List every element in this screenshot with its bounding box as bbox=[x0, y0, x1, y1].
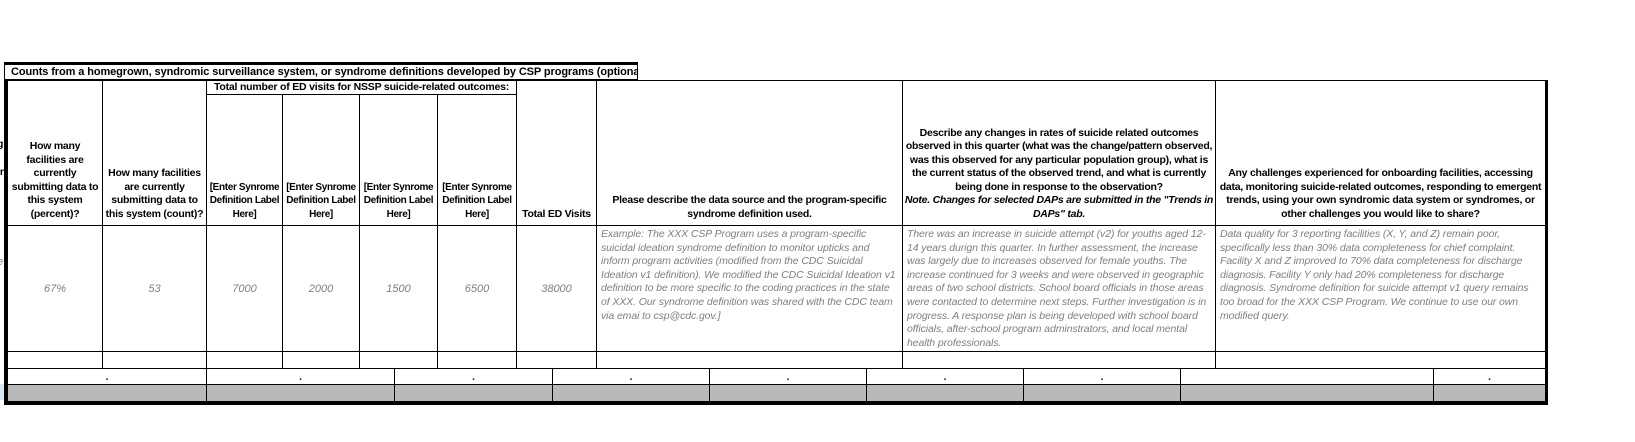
header-facilities-count[interactable]: How many facilities are currently submit… bbox=[103, 81, 207, 226]
gray-cell[interactable] bbox=[395, 385, 553, 401]
cell-syndrome-3-count[interactable]: 1500 bbox=[360, 226, 438, 352]
dot-cell[interactable]: . bbox=[553, 369, 710, 385]
cell-syndrome-1-count[interactable]: 7000 bbox=[207, 226, 283, 352]
dot-cell[interactable]: . bbox=[1024, 369, 1181, 385]
gray-cell[interactable] bbox=[553, 385, 710, 401]
header-syndrome-4[interactable]: [Enter Synrome Definition Label Here] bbox=[438, 95, 517, 226]
gray-cell[interactable] bbox=[1181, 385, 1434, 401]
dot-cell[interactable]: . bbox=[867, 369, 1024, 385]
dot-cell[interactable]: . bbox=[8, 369, 207, 385]
cell-changes-example[interactable]: There was an increase in suicide attempt… bbox=[903, 226, 1216, 352]
gray-cell[interactable] bbox=[710, 385, 867, 401]
header-total-ed-visits[interactable]: Total ED Visits bbox=[517, 81, 597, 226]
cell-data-source-example[interactable]: Example: The XXX CSP Program uses a prog… bbox=[597, 226, 903, 352]
dot-row: . . . . . . . . bbox=[8, 369, 1545, 385]
dot-cell[interactable]: . bbox=[710, 369, 867, 385]
cell-facilities-count[interactable]: 53 bbox=[103, 226, 207, 352]
header-data-source[interactable]: Please describe the data source and the … bbox=[597, 81, 903, 226]
spacer-row bbox=[8, 352, 1545, 369]
header-row: How many facilities are currently submit… bbox=[8, 81, 1545, 226]
cell-facilities-percent[interactable]: 67% bbox=[8, 226, 103, 352]
gray-cell[interactable] bbox=[1024, 385, 1181, 401]
section-banner-cell[interactable]: Counts from a homegrown, syndromic surve… bbox=[4, 62, 638, 81]
gray-cell[interactable] bbox=[867, 385, 1024, 401]
header-changes[interactable]: Describe any changes in rates of suicide… bbox=[903, 81, 1216, 226]
header-facilities-percent[interactable]: How many facilities are currently submit… bbox=[8, 81, 103, 226]
header-syndrome-1[interactable]: [Enter Synrome Definition Label Here] bbox=[207, 95, 283, 226]
header-challenges[interactable]: Any challenges experienced for onboardin… bbox=[1216, 81, 1545, 226]
cell-syndrome-2-count[interactable]: 2000 bbox=[283, 226, 360, 352]
spacer-cell[interactable] bbox=[517, 352, 597, 369]
spacer-cell[interactable] bbox=[103, 352, 207, 369]
header-changes-note: Note. Changes for selected DAPs are subm… bbox=[904, 194, 1214, 220]
header-syndrome-3[interactable]: [Enter Synrome Definition Label Here] bbox=[360, 95, 438, 226]
spacer-cell[interactable] bbox=[283, 352, 360, 369]
gray-row bbox=[8, 385, 1545, 401]
gray-cell[interactable] bbox=[207, 385, 395, 401]
spacer-cell[interactable] bbox=[207, 352, 283, 369]
header-total-ed-visits-label: Total ED Visits bbox=[522, 207, 591, 220]
header-ed-visits-group: Total number of ED visits for NSSP suici… bbox=[207, 81, 517, 226]
spacer-cell[interactable] bbox=[360, 352, 438, 369]
gray-cell[interactable] bbox=[1434, 385, 1545, 401]
data-row: 67% 53 7000 2000 1500 6500 38000 Example… bbox=[8, 226, 1545, 352]
dot-cell-empty[interactable] bbox=[1181, 369, 1434, 385]
cell-syndrome-4-count[interactable]: 6500 bbox=[438, 226, 517, 352]
header-syndrome-2[interactable]: [Enter Synrome Definition Label Here] bbox=[283, 95, 360, 226]
clipped-header-fragment-2: er bbox=[0, 166, 4, 178]
spacer-cell[interactable] bbox=[1216, 352, 1545, 369]
clipped-header-fragment-1: g bbox=[0, 138, 4, 150]
gray-cell[interactable] bbox=[8, 385, 207, 401]
spacer-cell[interactable] bbox=[8, 352, 103, 369]
header-changes-main: Describe any changes in rates of suicide… bbox=[905, 126, 1213, 193]
dot-cell[interactable]: . bbox=[1434, 369, 1545, 385]
surveillance-table: How many facilities are currently submit… bbox=[4, 80, 1548, 405]
cell-challenges-example[interactable]: Data quality for 3 reporting facilities … bbox=[1216, 226, 1545, 352]
dot-cell[interactable]: . bbox=[395, 369, 553, 385]
spacer-cell[interactable] bbox=[903, 352, 1216, 369]
header-ed-visits-span[interactable]: Total number of ED visits for NSSP suici… bbox=[207, 81, 517, 95]
clipped-gray-row-cell bbox=[0, 384, 4, 400]
spacer-cell[interactable] bbox=[438, 352, 517, 369]
spacer-cell[interactable] bbox=[597, 352, 903, 369]
clipped-data-fragment: e bbox=[0, 256, 3, 268]
dot-cell[interactable]: . bbox=[207, 369, 395, 385]
cell-total-ed-visits[interactable]: 38000 bbox=[517, 226, 597, 352]
